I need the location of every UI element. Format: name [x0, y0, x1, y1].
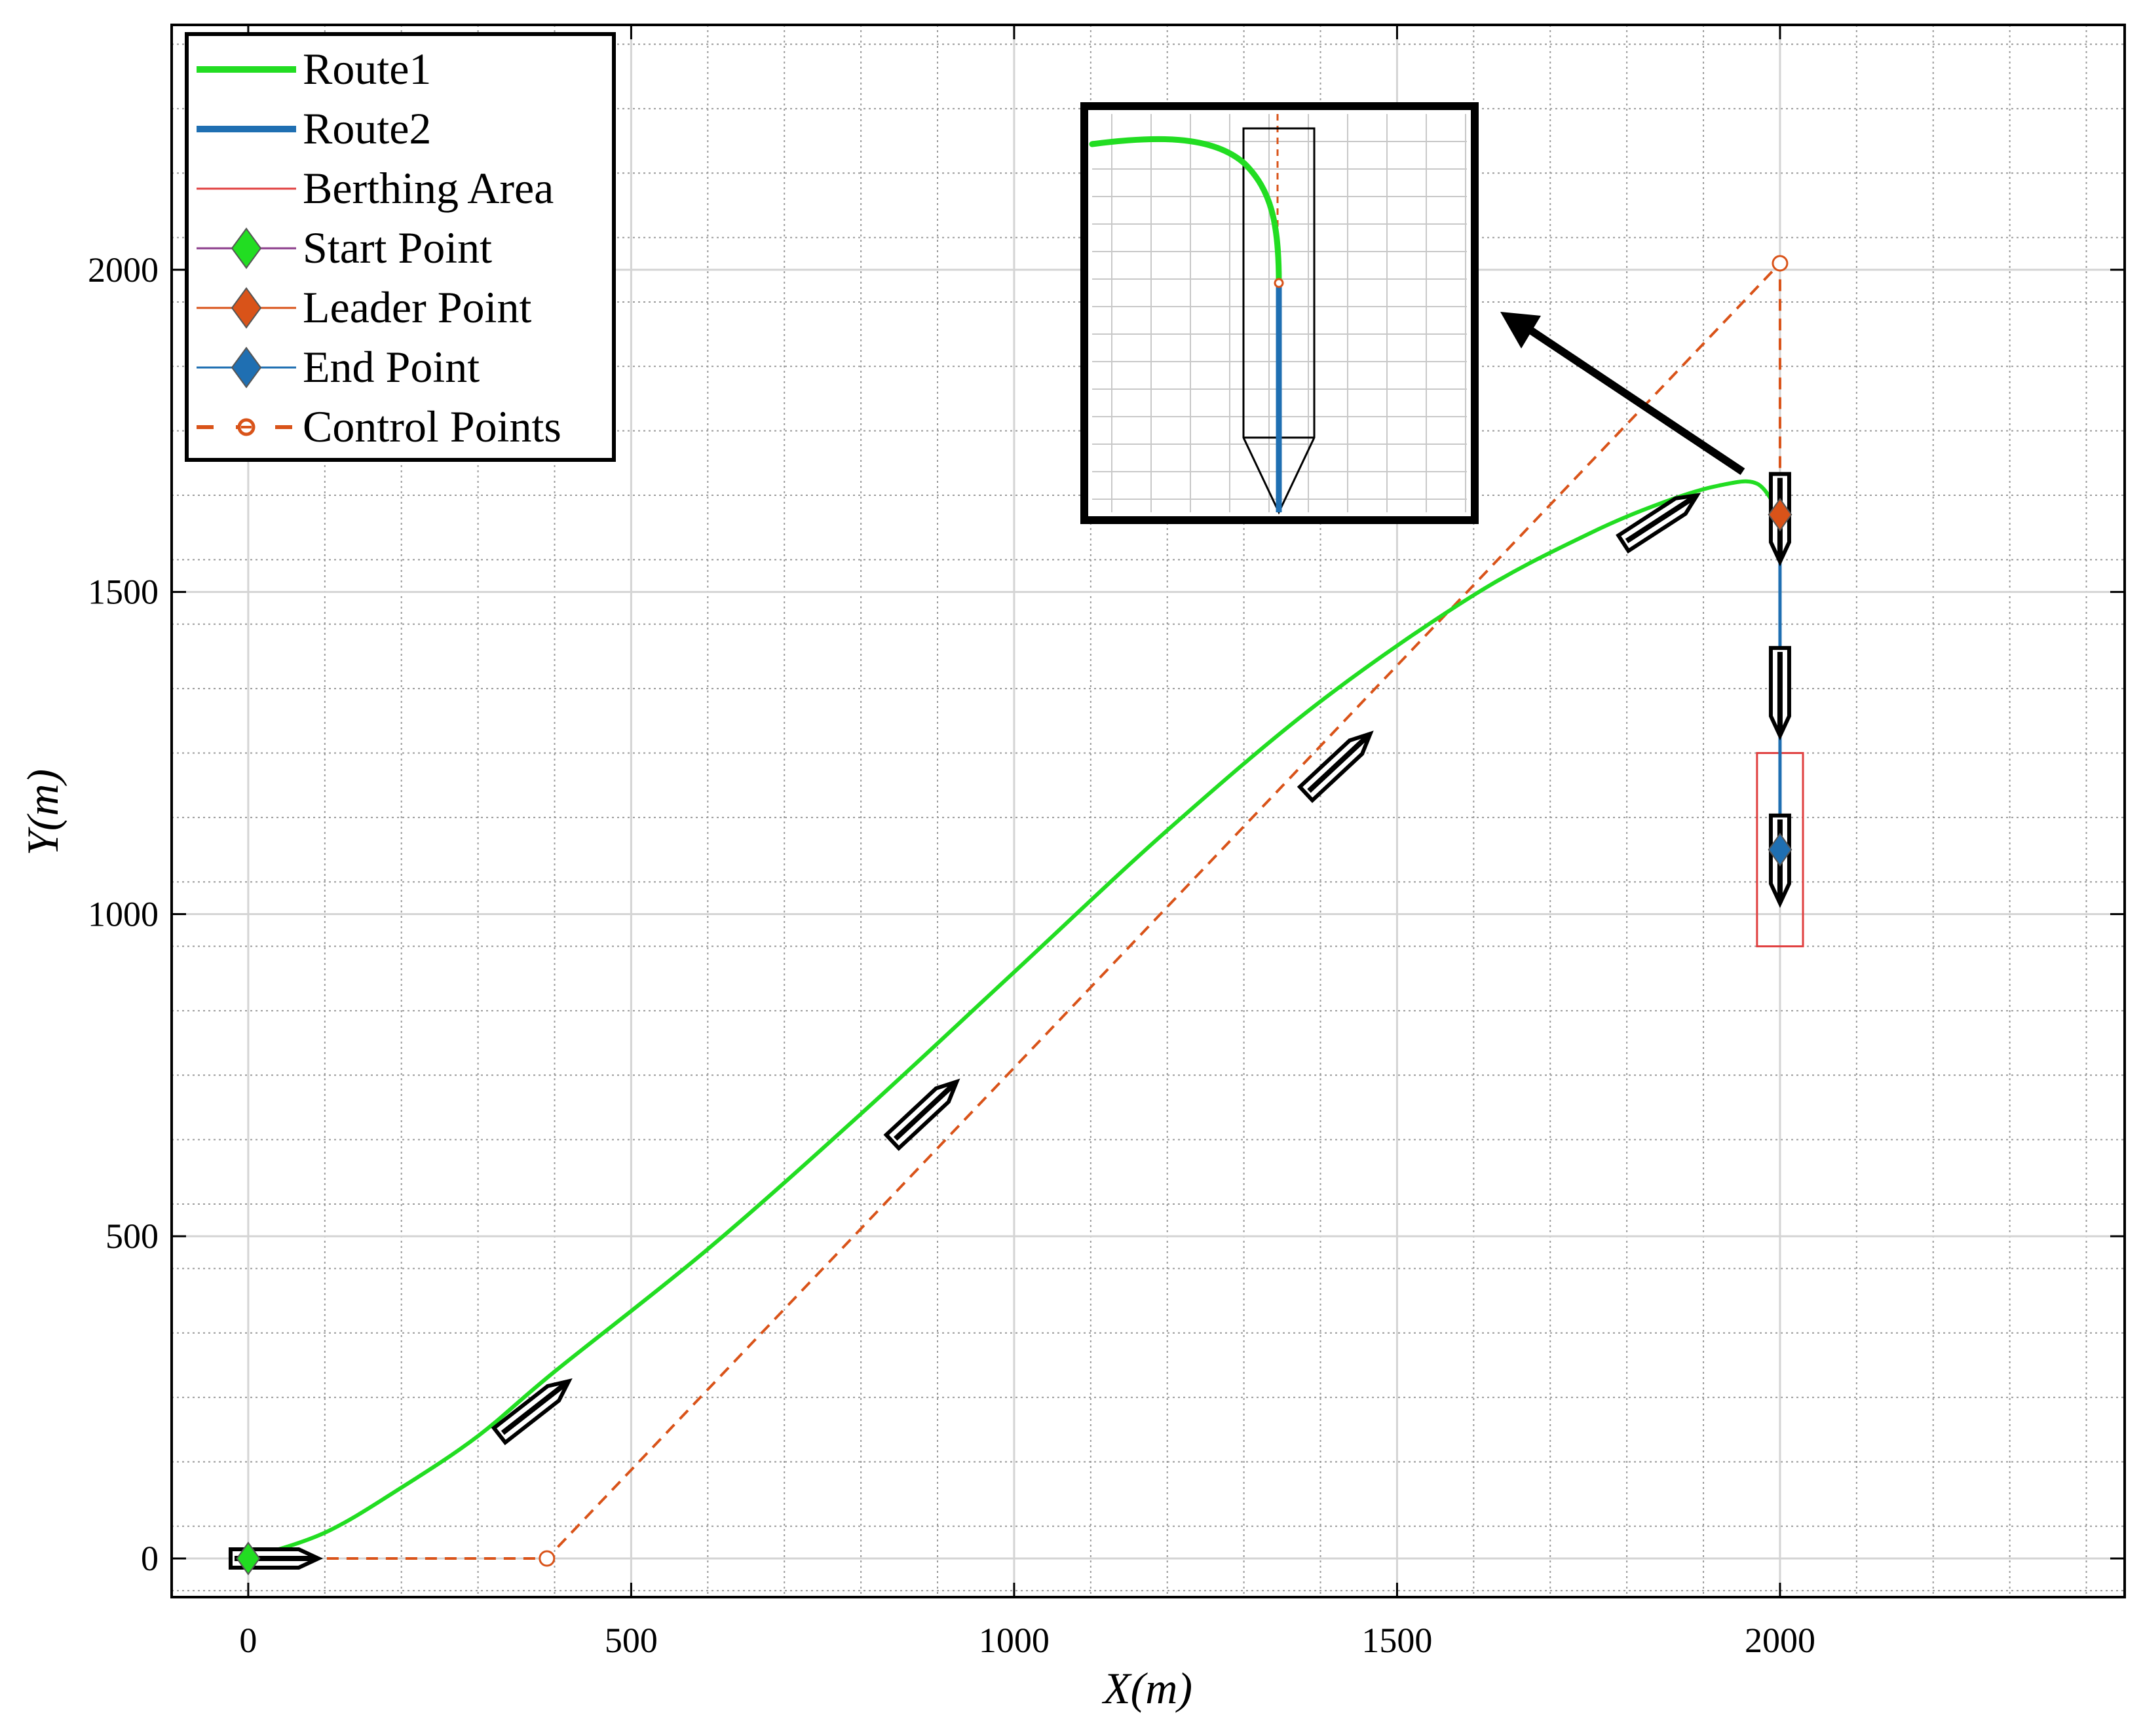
x-tick-label: 1000 — [979, 1621, 1050, 1660]
tick-labels: 0 500 1000 1500 2000 0 500 1000 1500 2000 — [88, 250, 1815, 1660]
control-polygon-line — [248, 259, 1781, 1560]
ship-centerline — [1307, 734, 1369, 793]
x-tick-label: 0 — [239, 1621, 257, 1660]
ship-centerline — [501, 1381, 567, 1435]
legend-route1-label: Route1 — [303, 44, 431, 94]
legend-end-point-swatch — [231, 347, 262, 388]
end-point-marker — [1768, 833, 1792, 867]
zoom-inset — [1080, 102, 1479, 524]
legend-control-points-label: Control Points — [303, 402, 561, 451]
y-tick-label: 500 — [105, 1217, 159, 1256]
x-tick-label: 500 — [605, 1621, 658, 1660]
route1-layer — [246, 479, 1782, 1560]
ship-outline — [1616, 493, 1701, 554]
axis-ticks — [172, 25, 2125, 1597]
ship-outline — [1768, 646, 1791, 741]
legend-leader-point-label: Leader Point — [303, 282, 531, 332]
legend-start-point-label: Start Point — [303, 223, 492, 273]
legend-end-point-label: End Point — [303, 342, 480, 392]
ship-centerline — [893, 1082, 956, 1141]
control-point-marker — [539, 1550, 556, 1567]
inset-leader-marker — [1274, 278, 1284, 288]
legend-berthing-area-label: Berthing Area — [303, 163, 554, 213]
key-points-layer — [236, 497, 1792, 1576]
x-axis-label: X(m) — [1101, 1663, 1192, 1713]
legend-start-point-swatch — [231, 227, 262, 269]
ship-outline — [1297, 730, 1374, 803]
y-tick-label: 2000 — [88, 250, 159, 290]
y-tick-label: 0 — [141, 1539, 159, 1578]
start-point-marker — [236, 1541, 261, 1576]
inset-ship-hull — [1242, 127, 1316, 515]
legend: Route1 Route2 Berthing Area Start Point Lead… — [185, 32, 616, 462]
legend-leader-point-swatch — [231, 287, 262, 329]
route1-line — [246, 479, 1782, 1560]
inset-route1-line — [1089, 136, 1282, 286]
leader-point-marker — [1768, 497, 1792, 532]
axes-frame — [170, 24, 2126, 1598]
ship-centerline — [1625, 495, 1696, 544]
y-tick-label: 1000 — [88, 894, 159, 934]
inset-content — [1089, 114, 1316, 515]
control-point-marker — [1772, 255, 1789, 272]
y-axis-label: Y(m) — [18, 769, 67, 856]
legend-route2-label: Route2 — [303, 104, 431, 153]
y-tick-label: 1500 — [88, 573, 159, 612]
ship-outline — [883, 1078, 960, 1152]
ship-outline — [491, 1378, 573, 1446]
callout-arrow-head — [1500, 312, 1541, 349]
callout-arrow-shaft — [1524, 324, 1745, 475]
x-tick-label: 2000 — [1745, 1621, 1815, 1660]
x-tick-label: 1500 — [1361, 1621, 1432, 1660]
callout-arrow — [1500, 312, 1745, 475]
